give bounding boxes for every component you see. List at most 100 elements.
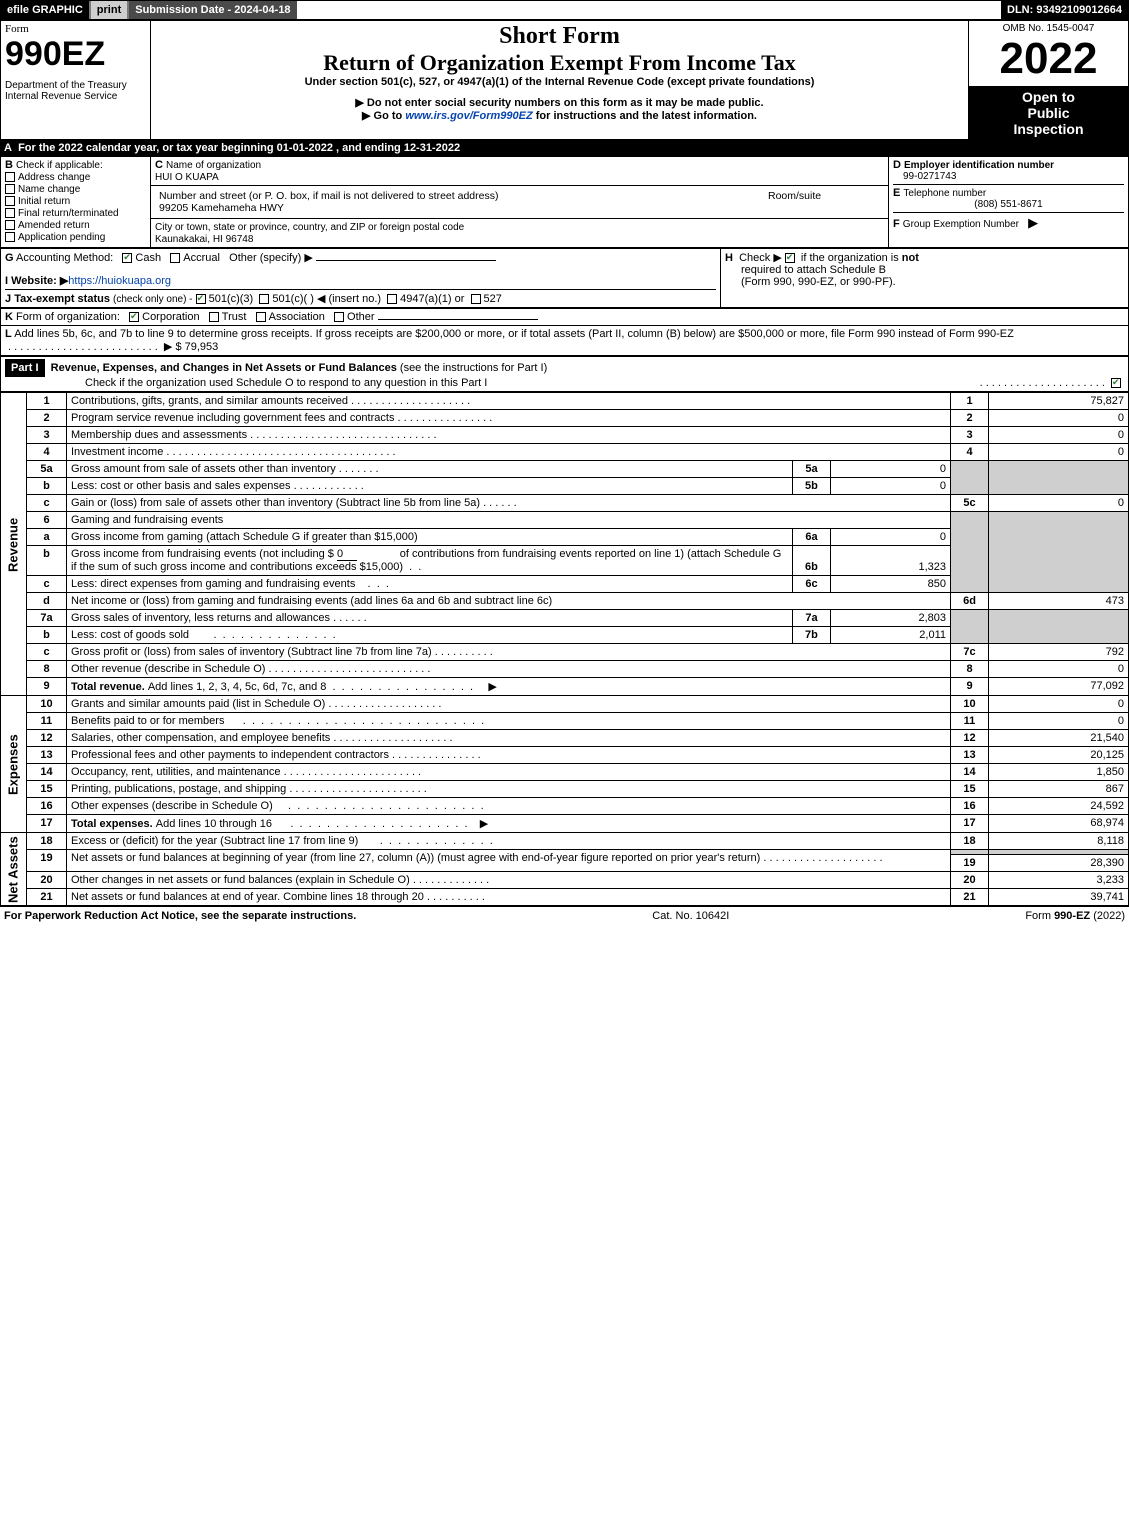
amt-18: 8,118 — [989, 833, 1129, 850]
checkbox-schedule-o-part-i[interactable] — [1111, 378, 1121, 388]
open-to-public: Open to Public Inspection — [969, 87, 1129, 140]
amt-21: 39,741 — [989, 889, 1129, 906]
amt-7b: 2,011 — [830, 627, 950, 644]
amt-10: 0 — [989, 696, 1129, 713]
line-13: 13 Professional fees and other payments … — [1, 747, 1129, 764]
line-4: 4 Investment income . . . . . . . . . . … — [1, 444, 1129, 461]
no-ssn-warning: ▶ Do not enter social security numbers o… — [155, 96, 964, 109]
checkbox-501c3[interactable] — [196, 294, 206, 304]
section-a: A For the 2022 calendar year, or tax yea… — [0, 140, 1129, 156]
amt-19: 28,390 — [989, 855, 1129, 872]
irs-label: Internal Revenue Service — [5, 91, 146, 102]
amt-4: 0 — [989, 444, 1129, 461]
amt-6d: 473 — [989, 593, 1129, 610]
ghij-table: G Accounting Method: Cash Accrual Other … — [0, 248, 1129, 308]
form-number: 990EZ — [5, 35, 146, 74]
checkbox-accrual[interactable] — [170, 253, 180, 263]
checkbox-application-pending[interactable] — [5, 232, 15, 242]
checkbox-501c[interactable] — [259, 294, 269, 304]
submission-date: Submission Date - 2024-04-18 — [129, 1, 296, 19]
form-ref: Form 990-EZ (2022) — [1025, 910, 1125, 922]
checkbox-corporation[interactable] — [129, 312, 139, 322]
line-1: Revenue 1 Contributions, gifts, grants, … — [1, 393, 1129, 410]
section-l: L Add lines 5b, 6c, and 7b to line 9 to … — [1, 326, 1129, 356]
checkbox-amended-return[interactable] — [5, 220, 15, 230]
part-i-tab: Part I — [5, 359, 45, 377]
line-5a: 5a Gross amount from sale of assets othe… — [1, 461, 1129, 478]
line-12: 12 Salaries, other compensation, and emp… — [1, 730, 1129, 747]
section-g: G Accounting Method: Cash Accrual Other … — [1, 249, 721, 308]
line-21: 21 Net assets or fund balances at end of… — [1, 889, 1129, 906]
checkbox-address-change[interactable] — [5, 172, 15, 182]
amt-11: 0 — [989, 713, 1129, 730]
amt-16: 24,592 — [989, 798, 1129, 815]
form-word: Form — [5, 23, 146, 35]
dept-treasury: Department of the Treasury — [5, 80, 146, 91]
catalog-number: Cat. No. 10642I — [652, 910, 729, 922]
checkbox-4947[interactable] — [387, 294, 397, 304]
amt-17: 68,974 — [989, 815, 1129, 833]
amt-13: 20,125 — [989, 747, 1129, 764]
gross-receipts: 79,953 — [185, 341, 219, 353]
amt-5b: 0 — [830, 478, 950, 495]
checkbox-association[interactable] — [256, 312, 266, 322]
section-h: H Check ▶ if the organization is not req… — [721, 249, 1129, 308]
section-def: D Employer identification number 99-0271… — [889, 157, 1129, 248]
checkbox-trust[interactable] — [209, 312, 219, 322]
checkbox-cash[interactable] — [122, 253, 132, 263]
section-c-name: C Name of organization HUI O KUAPA — [151, 157, 889, 186]
checkbox-527[interactable] — [471, 294, 481, 304]
amt-20: 3,233 — [989, 872, 1129, 889]
section-k: K Form of organization: Corporation Trus… — [0, 308, 1129, 356]
line-14: 14 Occupancy, rent, utilities, and maint… — [1, 764, 1129, 781]
title-cell: Short Form Return of Organization Exempt… — [151, 21, 969, 140]
page-footer: For Paperwork Reduction Act Notice, see … — [0, 906, 1129, 925]
line-8: 8 Other revenue (describe in Schedule O)… — [1, 661, 1129, 678]
checkbox-final-return[interactable] — [5, 208, 15, 218]
checkbox-name-change[interactable] — [5, 184, 15, 194]
omb-number: OMB No. 1545-0047 — [973, 23, 1124, 34]
amt-6b: 1,323 — [830, 546, 950, 576]
line-18: Net Assets 18 Excess or (deficit) for th… — [1, 833, 1129, 850]
amt-12: 21,540 — [989, 730, 1129, 747]
checkbox-initial-return[interactable] — [5, 196, 15, 206]
line-17: 17 Total expenses. Add lines 10 through … — [1, 815, 1129, 833]
line-20: 20 Other changes in net assets or fund b… — [1, 872, 1129, 889]
efile-label: efile GRAPHIC — [1, 1, 91, 19]
revenue-label: Revenue — [1, 393, 27, 696]
amt-15: 867 — [989, 781, 1129, 798]
line-16: 16 Other expenses (describe in Schedule … — [1, 798, 1129, 815]
amt-5c: 0 — [989, 495, 1129, 512]
amt-8: 0 — [989, 661, 1129, 678]
header-table: Form 990EZ Department of the Treasury In… — [0, 20, 1129, 140]
website-link[interactable]: https://huiokuapa.org — [68, 275, 171, 287]
section-c-street: Number and street (or P. O. box, if mail… — [151, 186, 889, 219]
irs-link[interactable]: www.irs.gov/Form990EZ — [405, 110, 532, 122]
amt-9: 77,092 — [989, 678, 1129, 696]
org-info-table: B Check if applicable: Address change Na… — [0, 156, 1129, 248]
line-6: 6 Gaming and fundraising events — [1, 512, 1129, 529]
line-5c: c Gain or (loss) from sale of assets oth… — [1, 495, 1129, 512]
paperwork-notice: For Paperwork Reduction Act Notice, see … — [4, 910, 356, 922]
top-bar: efile GRAPHIC print Submission Date - 20… — [0, 0, 1129, 20]
line-15: 15 Printing, publications, postage, and … — [1, 781, 1129, 798]
goto-line: ▶ Go to www.irs.gov/Form990EZ for instru… — [155, 109, 964, 122]
checkbox-other-org[interactable] — [334, 312, 344, 322]
amt-5a: 0 — [830, 461, 950, 478]
checkbox-schedule-b[interactable] — [785, 253, 795, 263]
line-7c: c Gross profit or (loss) from sales of i… — [1, 644, 1129, 661]
expenses-label: Expenses — [1, 696, 27, 833]
city-state-zip: Kaunakakai, HI 96748 — [155, 234, 253, 245]
org-name: HUI O KUAPA — [155, 172, 219, 183]
ein: 99-0271743 — [893, 171, 1124, 182]
amt-6c: 850 — [830, 576, 950, 593]
line-11: 11 Benefits paid to or for members . . .… — [1, 713, 1129, 730]
part-i-header: Part I Revenue, Expenses, and Changes in… — [0, 356, 1129, 392]
tax-year: 2022 — [973, 34, 1124, 84]
print-button[interactable]: print — [91, 1, 129, 19]
telephone: (808) 551-8671 — [893, 199, 1124, 210]
short-form-title: Short Form — [155, 23, 964, 50]
shade-7 — [951, 610, 989, 644]
line-9: 9 Total revenue. Add lines 1, 2, 3, 4, 5… — [1, 678, 1129, 696]
line-7a: 7a Gross sales of inventory, less return… — [1, 610, 1129, 627]
